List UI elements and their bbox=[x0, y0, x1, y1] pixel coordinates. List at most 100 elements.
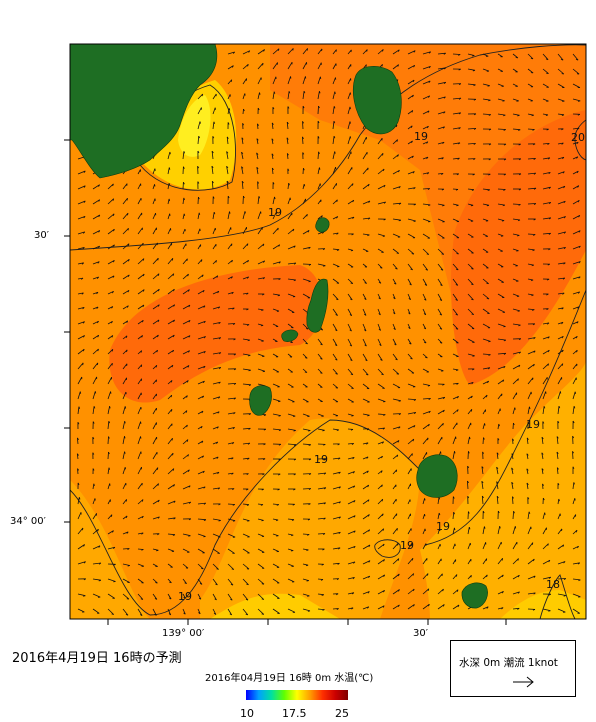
current-arrow bbox=[107, 260, 115, 265]
current-arrow bbox=[242, 578, 249, 586]
current-arrow-head bbox=[321, 215, 323, 218]
current-arrow bbox=[107, 451, 109, 460]
current-arrow-head bbox=[378, 281, 382, 284]
current-arrow-head bbox=[456, 173, 460, 176]
current-arrow bbox=[497, 233, 504, 237]
current-arrow bbox=[557, 391, 561, 400]
current-arrow bbox=[347, 308, 353, 316]
current-arrow-head bbox=[351, 443, 354, 446]
current-arrow-head bbox=[383, 559, 385, 562]
current-arrow bbox=[557, 53, 564, 61]
current-arrow-head bbox=[533, 337, 536, 340]
current-arrow-head bbox=[319, 167, 321, 170]
current-arrow-head bbox=[336, 608, 339, 611]
current-arrow bbox=[392, 353, 398, 361]
current-arrow bbox=[197, 593, 202, 600]
y-tick-label: 30′ bbox=[34, 230, 49, 241]
current-arrow bbox=[167, 409, 173, 415]
current-arrow-head bbox=[278, 415, 281, 417]
current-arrow-head bbox=[242, 123, 245, 126]
current-arrow-head bbox=[533, 187, 537, 190]
current-arrow bbox=[271, 138, 274, 145]
current-arrow bbox=[182, 228, 186, 235]
current-arrow bbox=[257, 593, 265, 600]
current-arrow bbox=[77, 376, 83, 385]
current-arrow-head bbox=[81, 292, 84, 295]
current-arrow bbox=[452, 248, 459, 255]
warm-water-central bbox=[109, 265, 323, 403]
current-arrow-head bbox=[397, 558, 400, 561]
current-arrow bbox=[317, 263, 326, 267]
current-arrow bbox=[287, 593, 295, 598]
current-arrow bbox=[287, 48, 294, 55]
current-arrow-head bbox=[367, 184, 370, 187]
current-arrow-head bbox=[247, 442, 251, 445]
current-arrow-head bbox=[323, 444, 326, 446]
current-arrow bbox=[512, 323, 521, 326]
current-arrow bbox=[347, 106, 351, 115]
current-arrow bbox=[107, 213, 115, 220]
current-arrow-head bbox=[318, 151, 320, 154]
current-arrow-head bbox=[531, 294, 534, 297]
current-arrow bbox=[182, 197, 185, 205]
current-arrow bbox=[437, 558, 442, 565]
current-arrow bbox=[467, 293, 474, 301]
current-arrow-head bbox=[246, 583, 249, 586]
current-arrow bbox=[452, 97, 462, 100]
current-arrow-head bbox=[124, 451, 126, 454]
current-arrow-head bbox=[351, 387, 354, 389]
current-arrow bbox=[211, 166, 214, 175]
current-arrow-head bbox=[305, 564, 309, 567]
current-arrow bbox=[92, 230, 100, 235]
current-arrow-head bbox=[124, 406, 127, 409]
contour-label: 19 bbox=[268, 206, 282, 219]
current-arrow bbox=[422, 383, 431, 386]
current-arrow bbox=[92, 545, 101, 550]
current-arrow-head bbox=[168, 167, 171, 170]
current-arrow-head bbox=[246, 504, 250, 506]
current-arrow-head bbox=[111, 321, 113, 324]
current-arrow-head bbox=[286, 137, 289, 140]
current-arrow-head bbox=[307, 518, 311, 521]
current-arrow-head bbox=[232, 520, 236, 522]
current-arrow bbox=[197, 502, 206, 505]
current-arrow-head bbox=[487, 85, 490, 87]
current-arrow bbox=[557, 68, 565, 75]
current-arrow-head bbox=[155, 365, 158, 368]
current-arrow bbox=[197, 425, 203, 430]
current-arrow bbox=[152, 436, 158, 445]
current-arrow bbox=[256, 152, 259, 160]
current-arrow bbox=[452, 589, 459, 595]
current-arrow bbox=[497, 263, 504, 268]
current-arrow bbox=[572, 482, 575, 490]
current-arrow-head bbox=[96, 306, 99, 309]
current-arrow-head bbox=[409, 283, 412, 286]
current-arrow-head bbox=[481, 480, 484, 484]
current-arrow bbox=[392, 169, 400, 175]
current-arrow-head bbox=[171, 365, 174, 368]
current-arrow-head bbox=[83, 578, 87, 581]
current-arrow bbox=[347, 471, 355, 475]
current-arrow-head bbox=[187, 365, 190, 368]
current-arrow-head bbox=[382, 235, 385, 237]
current-arrow bbox=[572, 391, 576, 400]
current-arrow-head bbox=[169, 581, 172, 584]
current-arrow-head bbox=[322, 248, 326, 251]
current-arrow bbox=[137, 258, 145, 265]
current-arrow bbox=[107, 421, 110, 430]
current-arrow bbox=[362, 49, 368, 55]
current-arrow-head bbox=[426, 156, 429, 160]
current-arrow bbox=[152, 516, 160, 520]
current-arrow bbox=[212, 381, 221, 385]
current-arrow bbox=[77, 307, 85, 310]
current-arrow-head bbox=[188, 304, 191, 308]
current-arrow bbox=[317, 502, 326, 505]
current-arrow-head bbox=[410, 125, 413, 128]
current-arrow bbox=[392, 484, 397, 490]
current-arrow-head bbox=[109, 406, 111, 409]
current-arrow bbox=[437, 308, 443, 316]
current-arrow bbox=[377, 498, 383, 505]
current-arrow bbox=[272, 227, 279, 235]
current-arrow bbox=[437, 263, 444, 271]
current-arrow bbox=[527, 542, 534, 550]
